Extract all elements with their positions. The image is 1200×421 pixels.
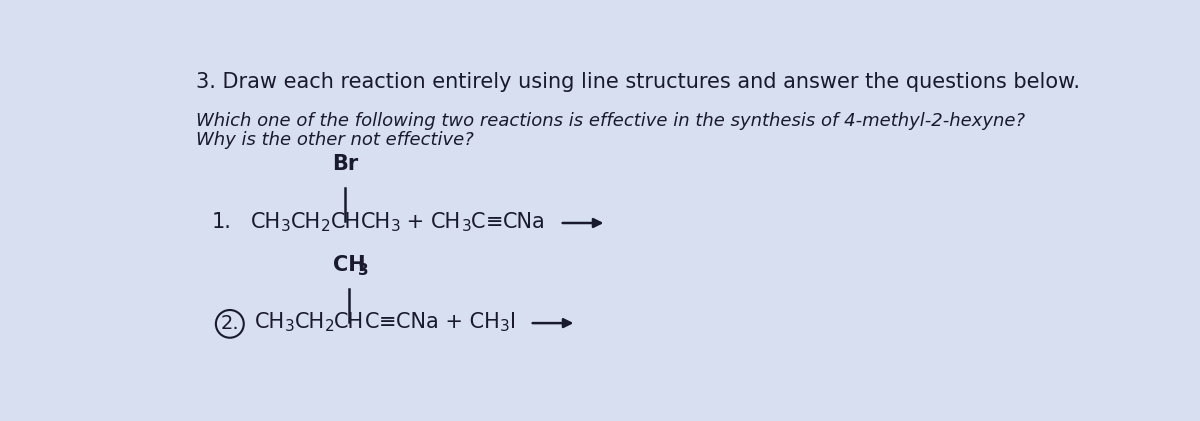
Text: CH: CH: [294, 312, 325, 332]
Text: CNa + CH: CNa + CH: [396, 312, 500, 332]
Text: CH: CH: [431, 212, 461, 232]
Text: C: C: [472, 212, 486, 232]
Text: Which one of the following two reactions is effective in the synthesis of 4-meth: Which one of the following two reactions…: [197, 112, 1026, 130]
Text: 2: 2: [325, 319, 335, 334]
Text: 3: 3: [461, 218, 472, 234]
Text: 2.: 2.: [221, 314, 239, 333]
Text: 3: 3: [284, 319, 294, 334]
Text: CH: CH: [360, 212, 391, 232]
Text: CH: CH: [335, 312, 365, 332]
Text: CH: CH: [334, 256, 366, 275]
Text: CH: CH: [290, 212, 320, 232]
Text: 2: 2: [320, 218, 330, 234]
Text: Why is the other not effective?: Why is the other not effective?: [197, 131, 474, 149]
Text: I: I: [510, 312, 516, 332]
Text: ≡: ≡: [379, 312, 396, 332]
Text: ≡: ≡: [486, 212, 503, 232]
Text: CH: CH: [251, 212, 281, 232]
Text: CNa: CNa: [503, 212, 546, 232]
Text: CH: CH: [330, 212, 360, 232]
Text: CH: CH: [334, 256, 366, 275]
Text: C: C: [365, 312, 379, 332]
Text: 3: 3: [500, 319, 510, 334]
Text: +: +: [401, 212, 431, 232]
Text: 3: 3: [281, 218, 290, 234]
Text: 3: 3: [391, 218, 401, 234]
Text: 3: 3: [359, 264, 370, 278]
Text: 1.: 1.: [212, 212, 232, 232]
Text: CH: CH: [254, 312, 284, 332]
Text: 3. Draw each reaction entirely using line structures and answer the questions be: 3. Draw each reaction entirely using lin…: [197, 72, 1080, 92]
Text: Br: Br: [332, 154, 359, 174]
